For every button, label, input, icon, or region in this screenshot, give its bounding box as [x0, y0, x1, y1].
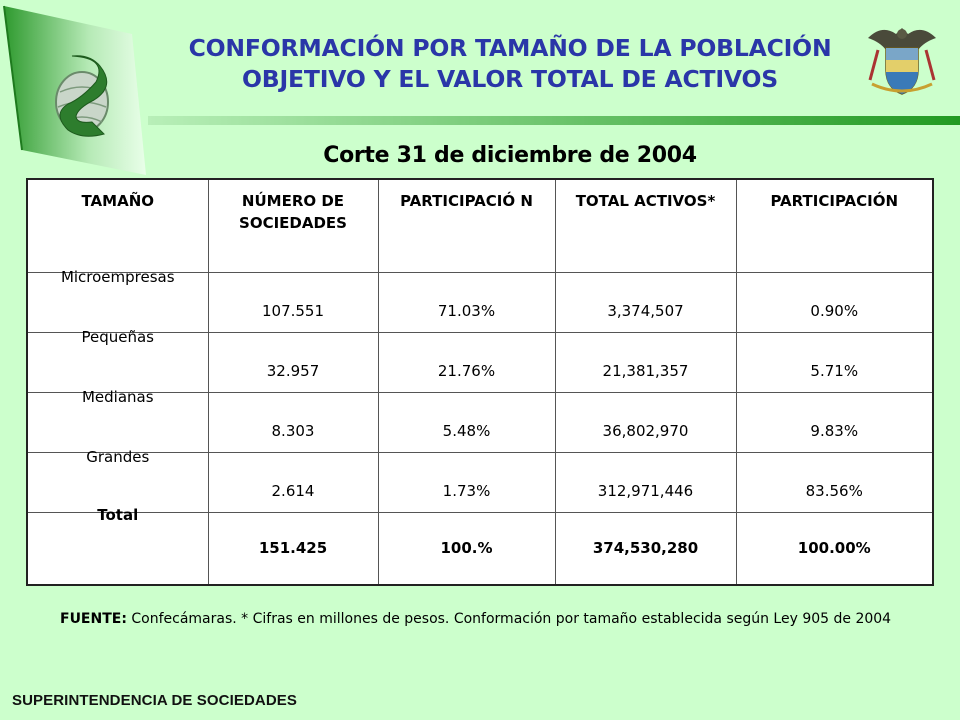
cell-size: Total — [26, 506, 209, 586]
table-row: Medianas 8.303 5.48% 36,802,970 9.83% — [26, 388, 934, 453]
report-date: Corte 31 de diciembre de 2004 — [323, 143, 697, 168]
cell-share: 5.48% — [377, 392, 556, 453]
title-line-1: CONFORMACIÓN POR TAMAÑO DE LA POBLACIÓN — [188, 34, 832, 62]
table-row: Pequeñas 32.957 21.76% 21,381,357 5.71% — [26, 328, 934, 393]
cell-size: Microempresas — [26, 268, 209, 333]
col-header-share: PARTICIPACIÓ N — [377, 179, 556, 273]
source-text: Confecámaras. * Cifras en millones de pe… — [126, 611, 892, 627]
cell-count: 32.957 — [207, 332, 379, 393]
cell-count: 8.303 — [207, 392, 379, 453]
cell-size: Grandes — [26, 448, 209, 513]
cell-count: 2.614 — [207, 452, 379, 513]
cell-share: 21.76% — [377, 332, 556, 393]
col-header-asset-share: PARTICIPACIÓN — [735, 179, 934, 273]
cell-share: 100.% — [377, 512, 556, 586]
cell-asset-share: 100.00% — [735, 512, 934, 586]
table-row: Grandes 2.614 1.73% 312,971,446 83.56% — [26, 448, 934, 513]
table-row: Microempresas 107.551 71.03% 3,374,507 0… — [26, 268, 934, 333]
cell-share: 1.73% — [377, 452, 556, 513]
cell-size: Pequeñas — [26, 328, 209, 393]
cell-size: Medianas — [26, 388, 209, 453]
cell-asset-share: 0.90% — [735, 272, 934, 333]
colombia-coat-of-arms — [868, 28, 936, 95]
cell-assets: 3,374,507 — [554, 272, 737, 333]
title-line-2: OBJETIVO Y EL VALOR TOTAL DE ACTIVOS — [242, 65, 778, 93]
cell-asset-share: 9.83% — [735, 392, 934, 453]
supersociedades-logo — [55, 55, 109, 137]
source-label: FUENTE: — [60, 611, 127, 627]
source-note: FUENTE: Confecámaras. * Cifras en millon… — [60, 609, 940, 629]
col-header-count: NÚMERO DE SOCIEDADES — [207, 179, 379, 273]
col-header-size: TAMAÑO — [26, 179, 209, 273]
cell-count: 151.425 — [207, 512, 379, 586]
cell-assets: 21,381,357 — [554, 332, 737, 393]
header-divider — [148, 116, 960, 125]
page-title: CONFORMACIÓN POR TAMAÑO DE LA POBLACIÓN … — [160, 33, 860, 95]
cell-asset-share: 5.71% — [735, 332, 934, 393]
table-total-row: Total 151.425 100.% 374,530,280 100.00% — [26, 506, 934, 586]
data-table: TAMAÑO NÚMERO DE SOCIEDADES PARTICIPACIÓ… — [26, 178, 934, 586]
cell-asset-share: 83.56% — [735, 452, 934, 513]
table-header-row: TAMAÑO NÚMERO DE SOCIEDADES PARTICIPACIÓ… — [26, 179, 934, 273]
col-header-assets: TOTAL ACTIVOS* — [554, 179, 737, 273]
cell-assets: 374,530,280 — [554, 512, 737, 586]
cell-assets: 312,971,446 — [554, 452, 737, 513]
cell-share: 71.03% — [377, 272, 556, 333]
cell-assets: 36,802,970 — [554, 392, 737, 453]
footer-organization: SUPERINTENDENCIA DE SOCIEDADES — [12, 692, 297, 709]
cell-count: 107.551 — [207, 272, 379, 333]
